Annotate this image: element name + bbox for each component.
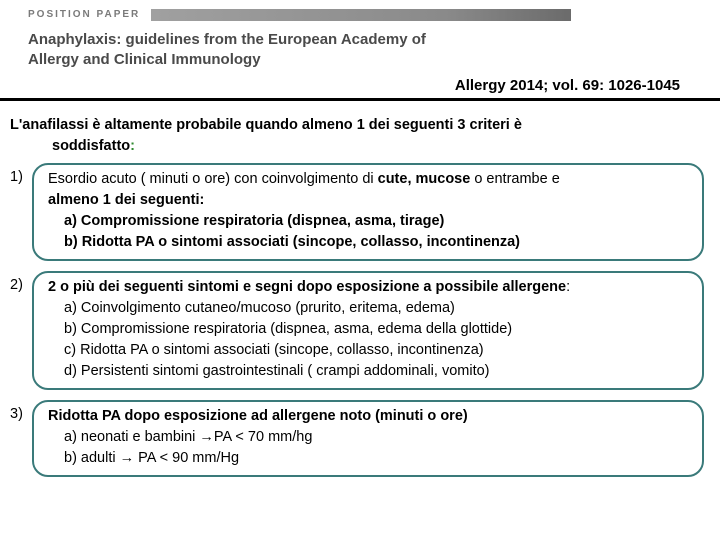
position-paper-label: POSITION PAPER [28, 9, 140, 20]
crit1-text-d: almeno 1 dei seguenti: [48, 192, 204, 208]
criterion-2-box: 2 o più dei seguenti sintomi e segni dop… [32, 271, 704, 390]
crit1-text-a: Esordio acuto ( minuti o ore) con coinvo… [48, 171, 378, 187]
criterion-2-main: 2 o più dei seguenti sintomi e segni dop… [48, 277, 692, 298]
intro-colon: : [130, 138, 135, 154]
paper-title: Anaphylaxis: guidelines from the Europea… [28, 30, 588, 71]
criterion-3-main: Ridotta PA dopo esposizione ad allergene… [48, 406, 692, 427]
crit3-sub-a: a) neonati e bambini →PA < 70 mm/hg [64, 427, 692, 448]
title-line1: Anaphylaxis: guidelines from the Europea… [28, 31, 426, 48]
criterion-2-subs: a) Coinvolgimento cutaneo/mucoso (prurit… [48, 298, 692, 382]
content-area: L'anafilassi è altamente probabile quand… [0, 101, 720, 477]
criterion-1: 1) Esordio acuto ( minuti o ore) con coi… [10, 163, 704, 261]
criterion-1-main: Esordio acuto ( minuti o ore) con coinvo… [48, 169, 692, 211]
criterion-3: 3) Ridotta PA dopo esposizione ad allerg… [10, 400, 704, 477]
intro-text: L'anafilassi è altamente probabile quand… [10, 115, 704, 157]
crit2-sub-c: c) Ridotta PA o sintomi associati (sinco… [64, 340, 692, 361]
criterion-3-box: Ridotta PA dopo esposizione ad allergene… [32, 400, 704, 477]
intro-line1: L'anafilassi è altamente probabile quand… [10, 117, 522, 133]
criterion-3-subs: a) neonati e bambini →PA < 70 mm/hg b) a… [48, 427, 692, 469]
title-line2: Allergy and Clinical Immunology [28, 51, 261, 68]
criterion-1-subs: a) Compromissione respiratoria (dispnea,… [48, 211, 692, 253]
crit2-colon: : [566, 279, 570, 295]
criterion-1-box: Esordio acuto ( minuti o ore) con coinvo… [32, 163, 704, 261]
intro-line2: soddisfatto [52, 138, 130, 154]
citation: Allergy 2014; vol. 69: 1026-1045 [0, 71, 720, 98]
crit1-text-c: o entrambe e [470, 171, 559, 187]
crit2-main-text: 2 o più dei seguenti sintomi e segni dop… [48, 279, 566, 295]
crit1-text-b: cute, mucose [378, 171, 471, 187]
crit2-sub-b: b) Compromissione respiratoria (dispnea,… [64, 319, 692, 340]
header-grey-bar [151, 9, 571, 21]
crit1-sub-b: b) Ridotta PA o sintomi associati (sinco… [64, 232, 692, 253]
crit2-sub-a: a) Coinvolgimento cutaneo/mucoso (prurit… [64, 298, 692, 319]
criterion-2: 2) 2 o più dei seguenti sintomi e segni … [10, 271, 704, 390]
criterion-3-number: 3) [10, 404, 23, 425]
crit3-sub-b: b) adulti → PA < 90 mm/Hg [64, 448, 692, 469]
criterion-1-number: 1) [10, 167, 23, 188]
criterion-2-number: 2) [10, 275, 23, 296]
crit2-sub-d: d) Persistenti sintomi gastrointestinali… [64, 361, 692, 382]
crit1-sub-a: a) Compromissione respiratoria (dispnea,… [64, 211, 692, 232]
